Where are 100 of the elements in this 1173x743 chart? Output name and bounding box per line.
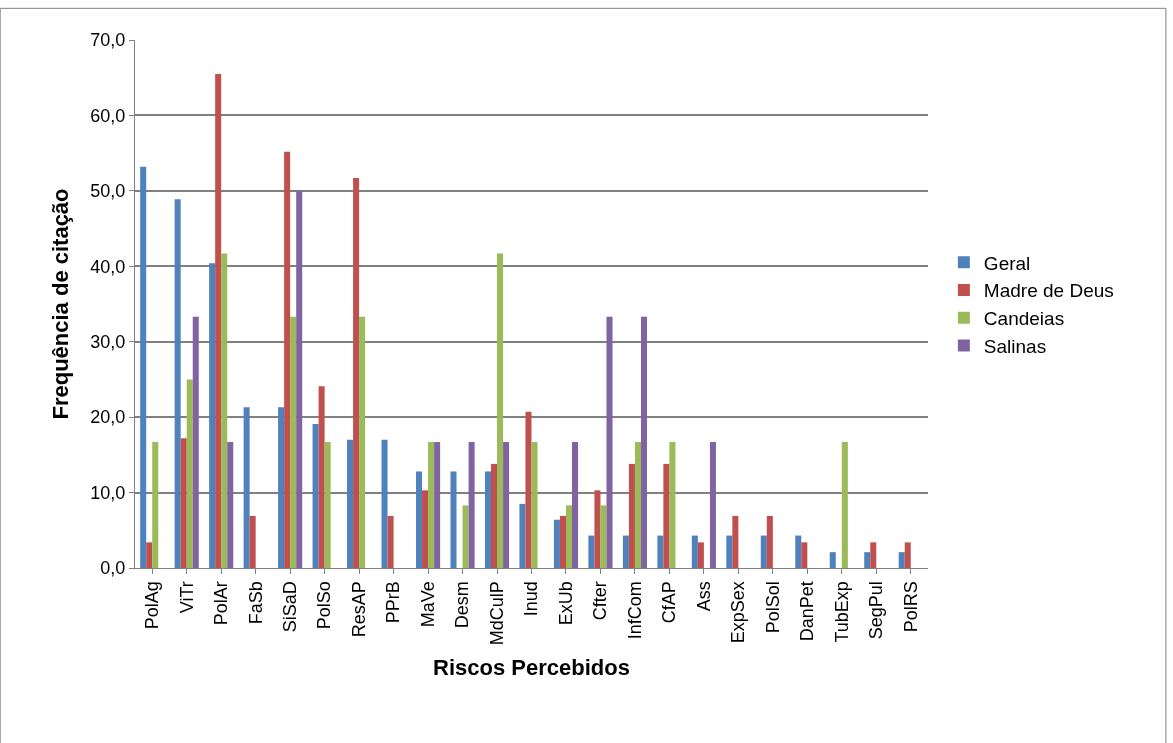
legend-label: Salinas — [983, 335, 1047, 357]
x-tick-label: MaVe — [417, 581, 438, 628]
bar — [249, 515, 256, 568]
bar — [503, 442, 510, 568]
y-tick-label: 70,0 — [90, 30, 126, 51]
bar — [531, 442, 538, 568]
bar — [312, 423, 319, 568]
y-tick-label: 40,0 — [90, 256, 126, 277]
bar — [519, 503, 526, 568]
x-axis-title: Riscos Percebidos — [433, 655, 630, 681]
x-tick-label: CfAP — [659, 581, 680, 624]
bar — [559, 515, 566, 568]
bar — [174, 199, 181, 568]
bar — [468, 442, 475, 568]
bar — [634, 442, 641, 568]
x-tick-label: TubExp — [831, 581, 852, 643]
legend-label: Geral — [983, 252, 1031, 274]
bar — [359, 316, 366, 568]
bar — [553, 519, 560, 568]
bar — [760, 535, 767, 568]
x-tick-label: ViTr — [176, 581, 197, 614]
bar — [278, 407, 285, 568]
bar — [422, 490, 429, 568]
bar — [215, 73, 222, 568]
bar — [565, 505, 573, 568]
x-tick-label: PPrB — [383, 581, 404, 624]
bar — [387, 515, 394, 568]
bar — [140, 166, 147, 568]
bar — [450, 471, 457, 568]
bar — [497, 253, 504, 568]
bar — [864, 552, 871, 568]
y-tick-label: 30,0 — [90, 332, 126, 353]
bar — [146, 542, 153, 568]
bar — [381, 439, 388, 568]
bar — [209, 263, 216, 568]
x-tick-label: Inud — [521, 581, 542, 617]
bar — [525, 411, 532, 568]
y-tick-label: 10,0 — [90, 482, 126, 503]
bar — [622, 535, 629, 568]
bar — [657, 535, 664, 568]
x-tick-label: PolAg — [142, 581, 163, 630]
bar — [490, 463, 498, 568]
bar — [588, 535, 595, 568]
bar — [829, 552, 836, 568]
bar — [726, 535, 733, 568]
bar — [663, 463, 670, 568]
x-tick-label: ExUb — [555, 581, 576, 626]
y-tick-label: 0,0 — [100, 558, 126, 579]
x-tick-label: Desm — [452, 581, 473, 629]
bar — [221, 253, 228, 568]
bar — [180, 438, 187, 568]
x-tick-label: Cfter — [590, 581, 611, 621]
bar — [600, 505, 607, 568]
bar — [484, 471, 491, 568]
x-tick-label: PolAr — [211, 581, 232, 626]
bar — [353, 178, 360, 568]
x-tick-label: PolSo — [314, 581, 335, 630]
bar — [640, 316, 647, 568]
y-tick-label: 60,0 — [90, 105, 126, 126]
bar — [904, 542, 911, 568]
bar — [186, 379, 193, 568]
bar — [594, 490, 601, 568]
x-tick-label: PolSol — [762, 581, 783, 634]
bar — [732, 515, 739, 568]
legend-label: Candeias — [983, 308, 1065, 330]
bar — [795, 535, 802, 568]
bar — [296, 190, 303, 568]
x-tick-label: DanPet — [797, 581, 818, 642]
x-tick-label: SegPul — [866, 581, 887, 640]
bar — [227, 442, 234, 568]
bar — [709, 442, 716, 568]
bar — [347, 439, 354, 568]
bar — [606, 316, 613, 568]
x-tick-label: InfCom — [624, 581, 645, 640]
bar — [324, 442, 331, 568]
bar — [192, 316, 199, 568]
x-tick-label: PolRS — [900, 581, 921, 633]
bar — [290, 316, 297, 568]
bar — [152, 442, 159, 568]
legend-label: Madre de Deus — [983, 280, 1114, 302]
bar — [628, 463, 635, 568]
bar — [284, 151, 291, 568]
y-tick-label: 50,0 — [90, 181, 126, 202]
bar — [462, 505, 469, 568]
bar — [428, 442, 435, 568]
x-tick-label: SiSaD — [280, 581, 300, 633]
x-tick-label: Ass — [693, 581, 714, 612]
y-tick-label: 20,0 — [90, 407, 126, 428]
x-tick-label: FaSb — [245, 581, 266, 625]
bar — [898, 552, 905, 568]
bar — [318, 386, 325, 568]
bar — [434, 442, 441, 568]
x-tick-label: ResAP — [348, 581, 369, 638]
bar — [801, 542, 808, 568]
y-axis-title: Frequência de citação — [48, 188, 74, 420]
bar — [669, 442, 676, 568]
bar — [766, 515, 773, 568]
bar — [243, 407, 250, 568]
bar — [870, 542, 877, 568]
bar — [697, 542, 704, 568]
